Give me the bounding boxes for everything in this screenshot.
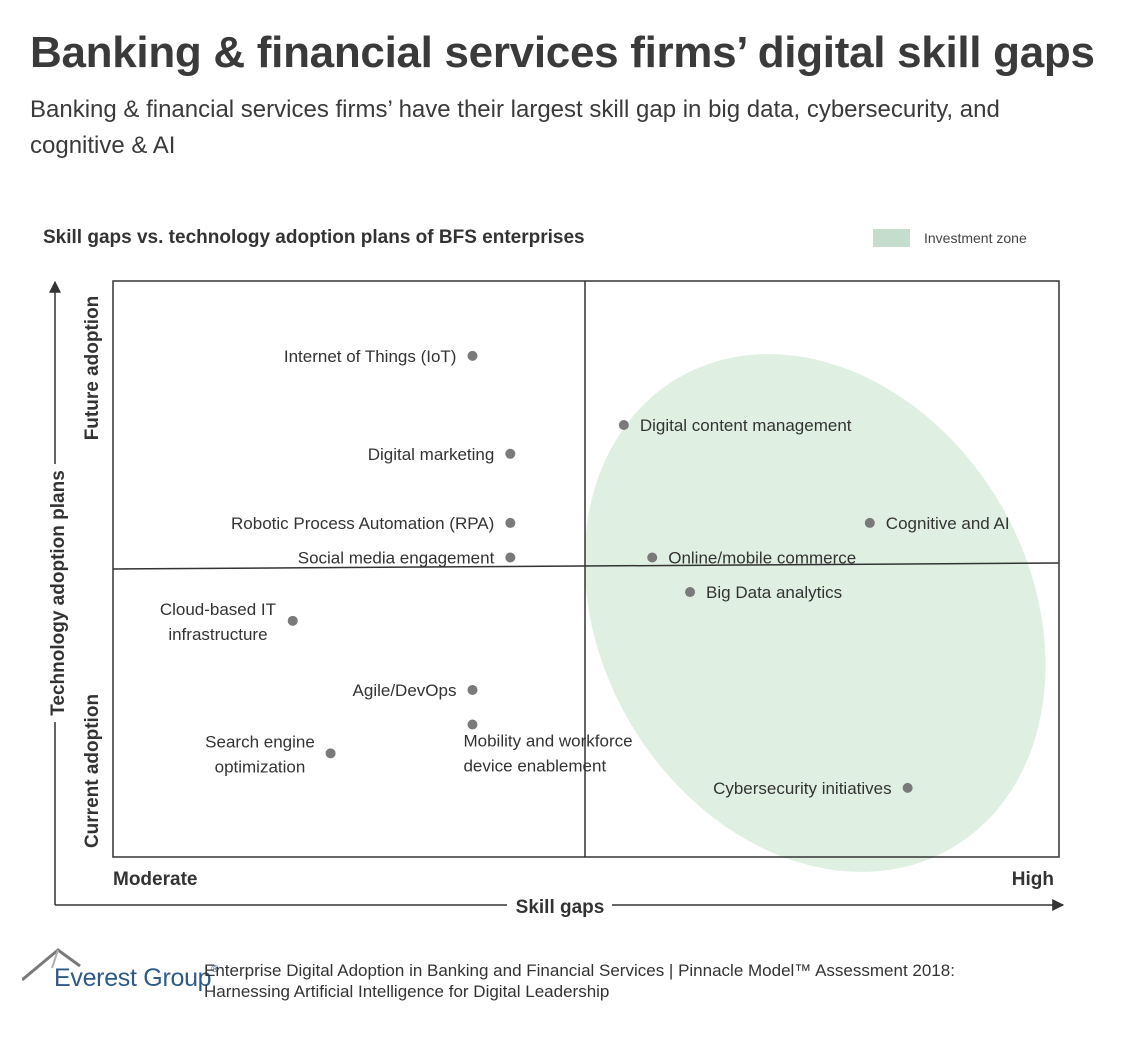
y-label-background bbox=[44, 464, 68, 722]
point-label-cybersecurity-initiatives: Cybersecurity initiatives bbox=[713, 779, 892, 798]
y-high-label: Future adoption bbox=[82, 296, 103, 441]
point-cognitive-and-ai bbox=[864, 517, 875, 528]
logo-text: Everest Group® bbox=[54, 964, 219, 992]
points-layer: Internet of Things (IoT) Digital marketin… bbox=[160, 347, 1010, 798]
point-label-internet-of-things-iot: Internet of Things (IoT) bbox=[284, 347, 457, 366]
point-label-agile-devops: Agile/DevOps bbox=[353, 681, 457, 700]
x-low-label: Moderate bbox=[113, 869, 197, 890]
point-label-search-engine-optimization: Search engine optimization bbox=[205, 732, 315, 776]
point-mobility-and-workforce-device-enablement bbox=[467, 719, 478, 730]
page-subtitle: Banking & financial services firms’ have… bbox=[30, 96, 1000, 159]
point-online-mobile-commerce bbox=[647, 552, 658, 563]
point-label-mobility-and-workforce-device-enablement: Mobility and workforce device enablement bbox=[463, 732, 632, 776]
legend: Investment zone bbox=[873, 229, 1027, 247]
point-label-online-mobile-commerce: Online/mobile commerce bbox=[668, 548, 856, 567]
source-line-1: Enterprise Digital Adoption in Banking a… bbox=[204, 961, 955, 980]
point-cloud-based-it-infrastructure bbox=[287, 615, 298, 626]
point-social-media-engagement bbox=[505, 552, 516, 563]
point-label-big-data-analytics: Big Data analytics bbox=[706, 583, 842, 602]
source-citation: Enterprise Digital Adoption in Banking a… bbox=[204, 960, 1104, 1002]
logo-mountain-icon bbox=[22, 948, 81, 982]
footer: Everest Group® Enterprise Digital Adopti… bbox=[22, 944, 1112, 1014]
everest-group-logo: Everest Group® bbox=[22, 944, 219, 1004]
point-search-engine-optimization bbox=[325, 748, 336, 759]
point-robotic-process-automation-rpa bbox=[505, 517, 516, 528]
page-title: Banking & financial services firms’ digi… bbox=[30, 28, 1095, 77]
point-label-social-media-engagement: Social media engagement bbox=[298, 548, 495, 567]
x-axis-label: Skill gaps bbox=[516, 897, 605, 918]
point-digital-content-management bbox=[618, 420, 629, 430]
point-digital-marketing bbox=[505, 448, 516, 459]
point-big-data-analytics bbox=[685, 587, 696, 598]
point-label-digital-marketing: Digital marketing bbox=[368, 445, 495, 464]
point-internet-of-things-iot bbox=[467, 350, 478, 361]
point-label-robotic-process-automation-rpa: Robotic Process Automation (RPA) bbox=[231, 514, 494, 533]
y-axis-label: Technology adoption plans bbox=[48, 470, 69, 716]
legend-swatch bbox=[873, 229, 910, 247]
y-low-label: Current adoption bbox=[82, 694, 103, 848]
point-cybersecurity-initiatives bbox=[902, 782, 913, 793]
investment-zone bbox=[584, 354, 1046, 872]
quadrant-horizontal-line bbox=[112, 562, 1060, 570]
chart-title: Skill gaps vs. technology adoption plans… bbox=[43, 227, 585, 248]
point-agile-devops bbox=[467, 684, 478, 695]
point-label-cognitive-and-ai: Cognitive and AI bbox=[886, 514, 1010, 533]
point-label-digital-content-management: Digital content management bbox=[640, 416, 852, 435]
legend-label: Investment zone bbox=[924, 230, 1027, 246]
x-high-label: High bbox=[1012, 869, 1054, 890]
source-line-2: Harnessing Artificial Intelligence for D… bbox=[204, 982, 610, 1001]
point-label-cloud-based-it-infrastructure: Cloud-based IT infrastructure bbox=[160, 600, 276, 644]
